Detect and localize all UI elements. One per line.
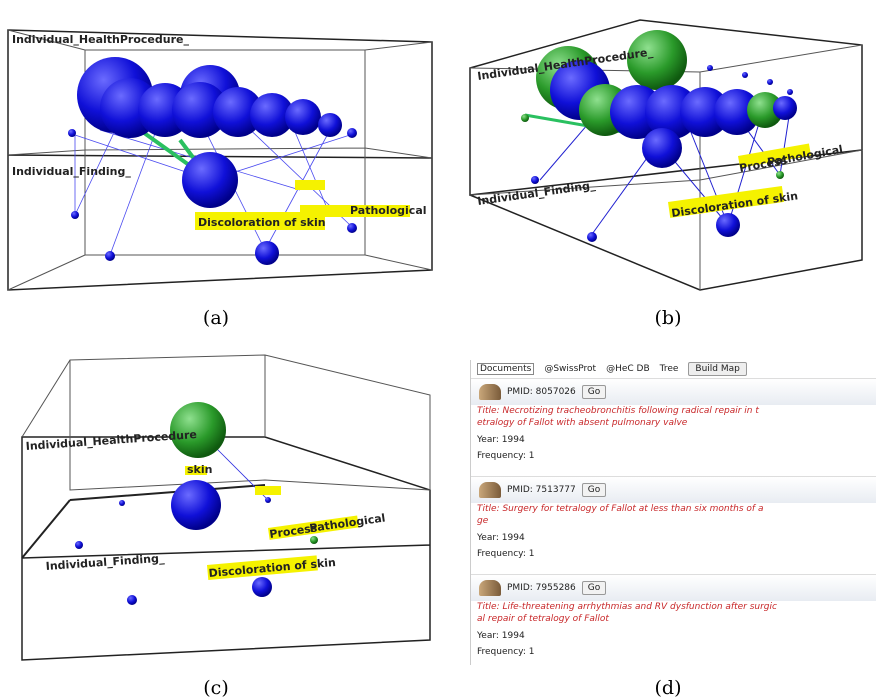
pmid: PMID: 7513777 (507, 485, 576, 495)
caption: (b) (655, 307, 682, 329)
toolbar-item[interactable]: @HeC DB (606, 364, 650, 374)
caption: (d) (655, 677, 682, 699)
nodes-a (68, 57, 410, 265)
document-title: ge (477, 516, 489, 526)
go-button[interactable]: Go (581, 483, 607, 497)
document-panel: Documents @SwissProt @HeC DB Tree Build Map … (470, 360, 876, 665)
frequency: Frequency: 1 (477, 549, 535, 559)
go-button[interactable]: Go (581, 385, 607, 399)
panel-c (21, 354, 431, 661)
nodes-c (75, 402, 359, 605)
document: PMID: 7513777 Go Title: Surgery for tetral… (471, 476, 876, 574)
user-icon (479, 580, 501, 596)
toolbar: Documents @SwissProt @HeC DB Tree Build Map (471, 360, 876, 378)
node-label: Pathological (350, 204, 427, 217)
pmid: PMID: 8057026 (507, 387, 576, 397)
user-icon (479, 482, 501, 498)
caption: (c) (203, 677, 228, 699)
caption: (a) (203, 307, 229, 329)
document: PMID: 8057026 Go Title: Necrotizing trache… (471, 378, 876, 476)
layer-label: Individual_Finding_ (45, 552, 165, 573)
nodes-b (521, 30, 811, 242)
document: PMID: 7955286 Go Title: Life-threatening a… (471, 574, 876, 665)
document-header: PMID: 7955286 Go (471, 575, 876, 601)
frequency: Frequency: 1 (477, 647, 535, 657)
toolbar-item[interactable]: Documents (477, 363, 535, 375)
node-label: Discoloration of skin (198, 216, 326, 229)
year: Year: 1994 (477, 533, 525, 543)
document-title: Title: Life-threatening arrhythmias and … (477, 602, 777, 612)
document-header: PMID: 7513777 Go (471, 477, 876, 503)
panel-a (7, 29, 433, 291)
document-title: etralogy of Fallot with absent pulmonary… (477, 418, 688, 428)
layer-label: Individual_Finding_ (12, 165, 131, 178)
document-title: Title: Necrotizing tracheobronchitis fol… (477, 406, 759, 416)
toolbar-item[interactable]: Build Map (688, 362, 747, 376)
toolbar-item[interactable]: Tree (659, 364, 679, 374)
layer-label: Individual_HealthProcedure (25, 428, 197, 453)
toolbar-item[interactable]: @SwissProt (544, 364, 597, 374)
document-title: Title: Surgery for tetralogy of Fallot a… (477, 504, 764, 514)
year: Year: 1994 (477, 435, 525, 445)
user-icon (479, 384, 501, 400)
node-label: skin (187, 463, 212, 476)
document-title: al repair of tetralogy of Fallot (477, 614, 609, 624)
go-button[interactable]: Go (581, 581, 607, 595)
year: Year: 1994 (477, 631, 525, 641)
layer-label: Individual_HealthProcedure_ (12, 33, 189, 46)
pmid: PMID: 7955286 (507, 583, 576, 593)
document-header: PMID: 8057026 Go (471, 379, 876, 405)
frequency: Frequency: 1 (477, 451, 535, 461)
node-label: Pathological (309, 511, 387, 535)
